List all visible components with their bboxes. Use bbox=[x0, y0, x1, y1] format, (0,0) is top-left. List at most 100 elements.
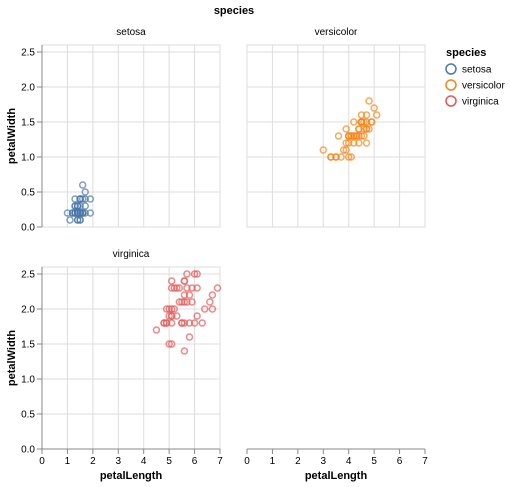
facet-title: setosa bbox=[116, 27, 146, 38]
x-tick-label: 1 bbox=[65, 456, 71, 467]
data-point bbox=[190, 270, 199, 278]
x-axis-title: petalLength bbox=[305, 470, 368, 482]
x-tick-label: 2 bbox=[295, 456, 301, 467]
facet-panel: virginica 0.0 0.5 1.0 1.5 2.0 2.5 petalWidth 0 1 2… bbox=[6, 249, 223, 482]
data-point bbox=[167, 312, 176, 320]
data-point bbox=[78, 209, 87, 217]
data-point bbox=[165, 305, 173, 313]
y-tick-label: 2.5 bbox=[21, 270, 35, 281]
data-point bbox=[71, 209, 79, 217]
data-point bbox=[357, 132, 366, 140]
data-point bbox=[78, 195, 87, 203]
data-point bbox=[71, 195, 79, 203]
data-point bbox=[193, 284, 201, 292]
y-tick-label: 0.5 bbox=[21, 188, 35, 199]
data-point bbox=[327, 153, 335, 161]
data-point bbox=[81, 188, 89, 196]
data-point bbox=[180, 277, 189, 285]
data-point bbox=[73, 202, 82, 210]
x-tick-label: 2 bbox=[90, 456, 96, 467]
grid bbox=[41, 45, 221, 228]
data-point bbox=[355, 125, 363, 133]
data-point bbox=[63, 209, 72, 217]
x-tick-label: 3 bbox=[321, 456, 327, 467]
data-point bbox=[180, 347, 189, 355]
data-point bbox=[66, 216, 74, 224]
y-tick-label: 1.5 bbox=[21, 340, 35, 351]
data-point bbox=[339, 146, 348, 154]
y-tick-label: 0.0 bbox=[21, 445, 35, 456]
data-point bbox=[198, 319, 206, 327]
data-point bbox=[170, 305, 178, 313]
data-point bbox=[73, 216, 82, 224]
legend: species setosa versicolor virginica bbox=[445, 47, 505, 108]
panel-frame bbox=[41, 44, 221, 228]
data-point bbox=[160, 319, 168, 327]
data-point bbox=[355, 139, 363, 147]
data-point bbox=[357, 111, 366, 119]
data-point bbox=[344, 153, 353, 161]
y-axis: 0.0 0.5 1.0 1.5 2.0 2.5 petalWidth bbox=[6, 45, 43, 234]
legend-item: virginica bbox=[445, 95, 499, 108]
x-tick-label: 3 bbox=[116, 456, 122, 467]
data-point bbox=[167, 277, 176, 285]
data-point bbox=[185, 319, 194, 327]
data-point bbox=[167, 319, 176, 327]
data-point bbox=[180, 298, 189, 306]
data-point bbox=[347, 132, 356, 140]
data-point bbox=[360, 125, 368, 133]
data-point bbox=[367, 118, 376, 126]
y-tick-label: 2.0 bbox=[21, 83, 35, 94]
x-axis: 0 1 2 3 4 5 6 7 petalLength bbox=[244, 448, 428, 482]
chart-title: species bbox=[214, 5, 254, 17]
data-point bbox=[362, 118, 371, 126]
y-tick-label: 2.5 bbox=[21, 48, 35, 59]
data-point bbox=[350, 139, 358, 147]
data-point bbox=[188, 284, 196, 292]
x-axis: 0 1 2 3 4 5 6 7 petalLength bbox=[39, 448, 223, 482]
data-point bbox=[365, 97, 373, 105]
data-point bbox=[76, 216, 84, 224]
data-point bbox=[365, 125, 373, 133]
x-tick-label: 0 bbox=[244, 456, 250, 467]
panel-frame bbox=[246, 44, 426, 228]
data-point bbox=[350, 118, 358, 126]
y-tick-label: 0.5 bbox=[21, 410, 35, 421]
data-point bbox=[73, 209, 82, 217]
data-point bbox=[344, 132, 353, 140]
legend-label: versicolor bbox=[462, 81, 505, 92]
grid bbox=[41, 267, 221, 450]
data-point bbox=[190, 319, 199, 327]
data-point bbox=[362, 125, 371, 133]
data-point bbox=[180, 319, 189, 327]
legend-symbol bbox=[445, 79, 457, 91]
data-point bbox=[362, 139, 371, 147]
data-point bbox=[193, 270, 201, 278]
data-point bbox=[334, 132, 343, 140]
x-tick-label: 5 bbox=[371, 456, 377, 467]
data-point bbox=[344, 139, 353, 147]
x-axis-title: petalLength bbox=[100, 470, 163, 482]
series-points bbox=[63, 181, 95, 224]
data-point bbox=[178, 298, 186, 306]
data-point bbox=[76, 195, 84, 203]
legend-symbol bbox=[445, 63, 457, 75]
data-point bbox=[362, 111, 371, 119]
data-point bbox=[337, 153, 345, 161]
legend-label: virginica bbox=[462, 97, 499, 108]
data-point bbox=[81, 195, 89, 203]
legend-title: species bbox=[446, 47, 486, 59]
data-point bbox=[342, 139, 350, 147]
y-axis-title: petalWidth bbox=[6, 108, 18, 164]
data-point bbox=[152, 326, 161, 334]
legend-item: versicolor bbox=[445, 79, 505, 92]
data-point bbox=[170, 284, 178, 292]
data-point bbox=[347, 153, 356, 161]
data-point bbox=[167, 305, 176, 313]
y-tick-label: 1.5 bbox=[21, 118, 35, 129]
data-point bbox=[167, 284, 176, 292]
data-point bbox=[173, 284, 181, 292]
x-tick-label: 5 bbox=[166, 456, 172, 467]
x-tick-label: 4 bbox=[141, 456, 147, 467]
